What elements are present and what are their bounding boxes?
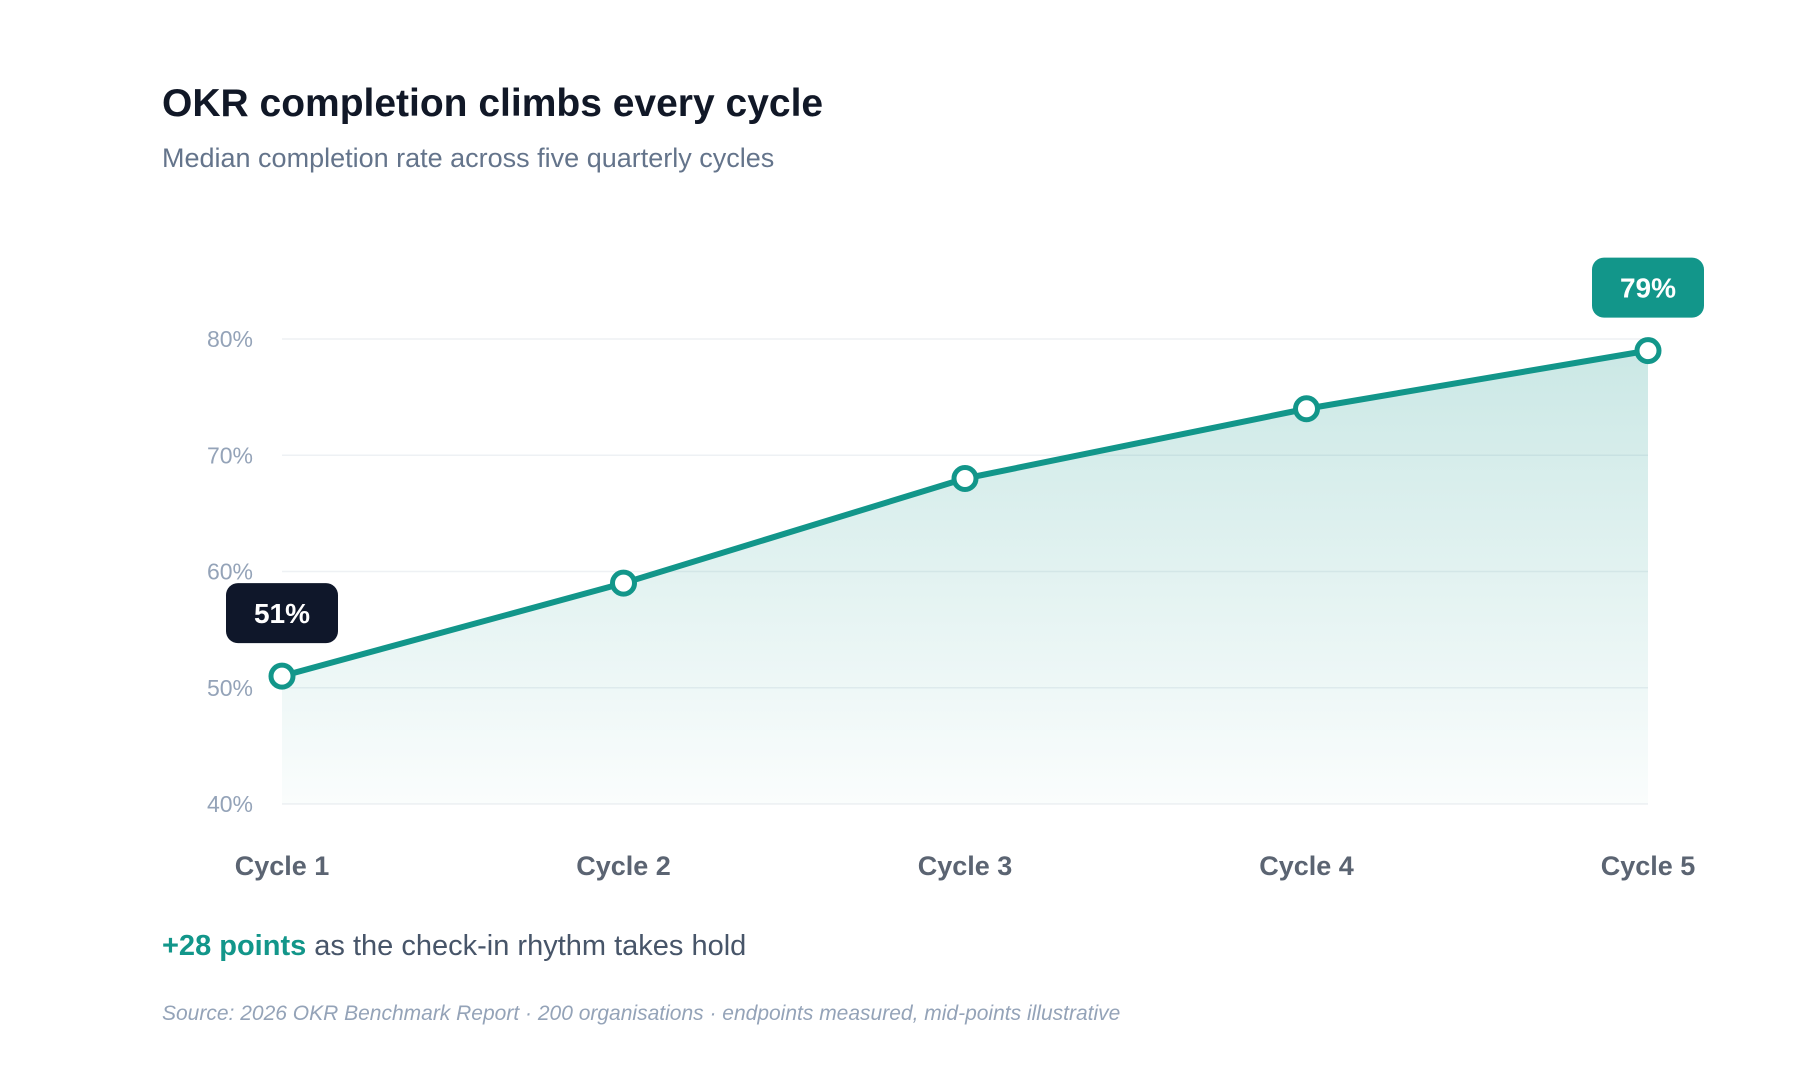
x-category-label: Cycle 4	[1259, 851, 1354, 881]
y-tick-label: 70%	[207, 442, 253, 468]
data-point	[1634, 337, 1662, 365]
x-category-label: Cycle 5	[1601, 851, 1696, 881]
value-callout-label: 79%	[1620, 273, 1676, 304]
value-callout-box	[1592, 257, 1704, 318]
insight-highlight: +28 points	[162, 930, 307, 962]
data-point	[951, 465, 979, 492]
y-axis-ticks: 40% 50% 60% 70% 80%	[207, 326, 253, 817]
value-callout-label: 51%	[254, 598, 310, 629]
value-callouts: 51% 79%	[226, 257, 1704, 644]
data-point	[1293, 395, 1320, 423]
y-tick-label: 40%	[207, 791, 253, 817]
insight-callout: +28 points as the check-in rhythm takes …	[162, 930, 746, 963]
area-fill	[282, 350, 1648, 804]
y-tick-label: 80%	[207, 326, 253, 352]
value-callout-box	[226, 583, 338, 644]
x-category-label: Cycle 2	[576, 851, 671, 881]
x-category-label: Cycle 3	[918, 851, 1013, 881]
data-point	[610, 569, 637, 597]
source-note: Source: 2026 OKR Benchmark Report · 200 …	[162, 1002, 1121, 1025]
area-fill-group	[282, 350, 1648, 804]
data-point	[268, 662, 296, 690]
y-tick-label: 50%	[207, 675, 253, 701]
y-tick-label: 60%	[207, 559, 253, 585]
chart-title: OKR completion climbs every cycle	[162, 82, 824, 125]
x-category-label: Cycle 1	[235, 851, 330, 881]
insight-text: as the check-in rhythm takes hold	[306, 930, 747, 962]
data-points	[268, 337, 1662, 690]
chart-subtitle: Median completion rate across five quart…	[162, 143, 775, 173]
x-axis-categories: Cycle 1 Cycle 2 Cycle 3 Cycle 4 Cycle 5	[235, 851, 1696, 881]
